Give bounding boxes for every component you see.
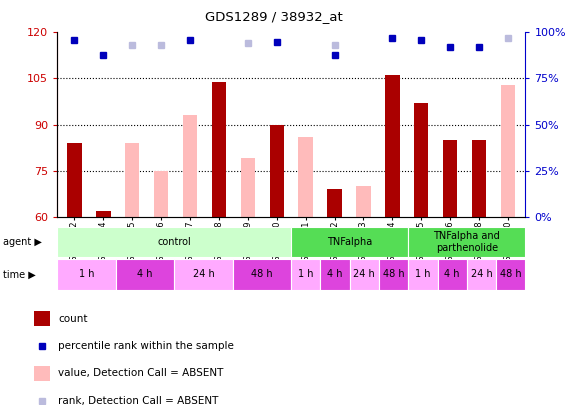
Bar	[96, 211, 111, 217]
Text: 48 h: 48 h	[500, 269, 521, 279]
Text: 4 h: 4 h	[327, 269, 343, 279]
Bar	[379, 259, 408, 290]
Bar	[501, 85, 515, 217]
Bar	[125, 143, 139, 217]
Bar	[472, 140, 486, 217]
Text: agent ▶: agent ▶	[3, 237, 42, 247]
Bar	[443, 140, 457, 217]
Bar	[408, 227, 525, 257]
Bar	[349, 259, 379, 290]
Text: 4 h: 4 h	[137, 269, 152, 279]
Text: 48 h: 48 h	[383, 269, 404, 279]
Text: 1 h: 1 h	[415, 269, 431, 279]
Text: 48 h: 48 h	[251, 269, 273, 279]
Text: 1 h: 1 h	[298, 269, 313, 279]
Bar	[496, 259, 525, 290]
Text: 4 h: 4 h	[444, 269, 460, 279]
Bar	[154, 171, 168, 217]
Text: value, Detection Call = ABSENT: value, Detection Call = ABSENT	[58, 369, 223, 378]
Bar	[57, 259, 115, 290]
Bar	[467, 259, 496, 290]
Text: control: control	[157, 237, 191, 247]
Bar	[233, 259, 291, 290]
Bar	[212, 81, 226, 217]
Text: 24 h: 24 h	[471, 269, 492, 279]
Bar	[115, 259, 174, 290]
Bar	[408, 259, 437, 290]
Bar	[34, 366, 50, 381]
Text: rank, Detection Call = ABSENT: rank, Detection Call = ABSENT	[58, 396, 219, 405]
Bar	[299, 137, 313, 217]
Text: percentile rank within the sample: percentile rank within the sample	[58, 341, 234, 351]
Bar	[291, 259, 320, 290]
Bar	[327, 189, 342, 217]
Bar	[183, 115, 197, 217]
Text: 24 h: 24 h	[353, 269, 375, 279]
Text: GDS1289 / 38932_at: GDS1289 / 38932_at	[205, 10, 343, 23]
Text: 24 h: 24 h	[192, 269, 214, 279]
Bar	[320, 259, 349, 290]
Bar	[356, 186, 371, 217]
Bar	[270, 124, 284, 217]
Bar	[240, 158, 255, 217]
Bar	[34, 311, 50, 326]
Text: time ▶: time ▶	[3, 270, 35, 279]
Bar	[414, 103, 428, 217]
Text: 1 h: 1 h	[79, 269, 94, 279]
Bar	[174, 259, 232, 290]
Text: count: count	[58, 313, 87, 324]
Bar	[385, 75, 400, 217]
Bar	[57, 227, 291, 257]
Text: TNFalpha and
parthenolide: TNFalpha and parthenolide	[433, 231, 500, 253]
Bar	[67, 143, 82, 217]
Bar	[437, 259, 467, 290]
Bar	[291, 227, 408, 257]
Text: TNFalpha: TNFalpha	[327, 237, 372, 247]
